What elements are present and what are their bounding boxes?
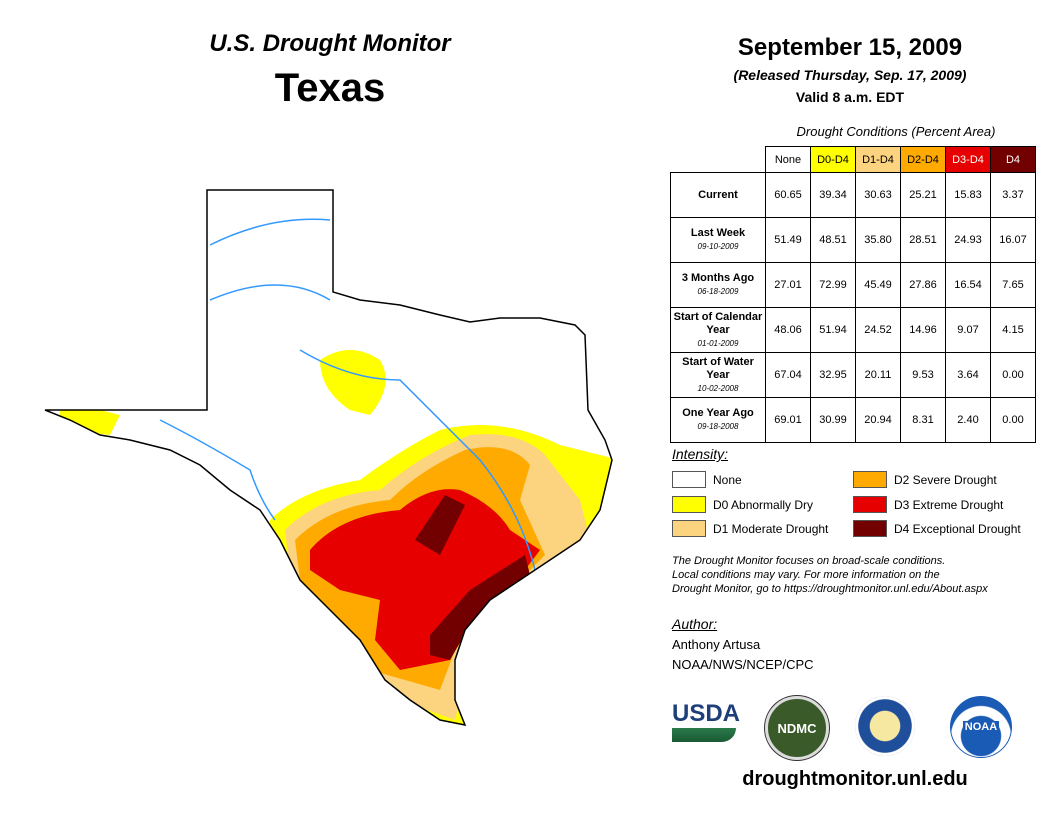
col-d2-d4: D2-D4 bbox=[900, 146, 946, 173]
table-cell: 30.99 bbox=[810, 397, 856, 443]
table-row: Current 60.65 39.34 30.63 25.21 15.83 3.37 bbox=[670, 172, 1036, 218]
table-row: One Year Ago 09-18-2008 69.01 30.99 20.94 8.3… bbox=[670, 397, 1036, 443]
footer-url[interactable]: droughtmonitor.unl.edu bbox=[742, 768, 968, 790]
legend-none: None bbox=[672, 471, 742, 488]
table-cell: 32.95 bbox=[810, 352, 856, 398]
table-cell: 48.06 bbox=[765, 307, 811, 353]
col-d3-d4: D3-D4 bbox=[945, 146, 991, 173]
table-cell: 25.21 bbox=[900, 172, 946, 218]
author-org: NOAA/NWS/NCEP/CPC bbox=[672, 657, 814, 672]
table-cell: 48.51 bbox=[810, 217, 856, 263]
table-cell: 7.65 bbox=[990, 262, 1036, 308]
table-cell: 27.01 bbox=[765, 262, 811, 308]
table-cell: 3.64 bbox=[945, 352, 991, 398]
table-cell: 51.49 bbox=[765, 217, 811, 263]
table-cell: 69.01 bbox=[765, 397, 811, 443]
legend-d0: D0 Abnormally Dry bbox=[672, 496, 813, 513]
legend-d2: D2 Severe Drought bbox=[853, 471, 997, 488]
col-none: None bbox=[765, 146, 811, 173]
map-date: September 15, 2009 bbox=[737, 34, 963, 61]
table-cell: 16.54 bbox=[945, 262, 991, 308]
legend-title: Intensity: bbox=[672, 446, 729, 462]
table-cell: 60.65 bbox=[765, 172, 811, 218]
table-cell: 9.07 bbox=[945, 307, 991, 353]
state-title: Texas bbox=[274, 66, 386, 110]
table-cell: 30.63 bbox=[855, 172, 901, 218]
row-label: Last Week 09-10-2009 bbox=[670, 217, 766, 263]
table-cell: 39.34 bbox=[810, 172, 856, 218]
table-cell: 67.04 bbox=[765, 352, 811, 398]
table-row: 3 Months Ago 06-18-2009 27.01 72.99 45.49 27.… bbox=[670, 262, 1036, 308]
table-cell: 14.96 bbox=[900, 307, 946, 353]
table-cell: 9.53 bbox=[900, 352, 946, 398]
legend-d3: D3 Extreme Drought bbox=[853, 496, 1003, 513]
valid-time: Valid 8 a.m. EDT bbox=[795, 89, 905, 105]
table-cell: 24.52 bbox=[855, 307, 901, 353]
d4-area bbox=[415, 495, 530, 660]
table-cell: 20.94 bbox=[855, 397, 901, 443]
table-cell: 2.40 bbox=[945, 397, 991, 443]
noaa-logo: NOAA bbox=[950, 696, 1012, 758]
table-cell: 24.93 bbox=[945, 217, 991, 263]
table-cell: 4.15 bbox=[990, 307, 1036, 353]
table-cell: 15.83 bbox=[945, 172, 991, 218]
usda-logo: USDA bbox=[672, 700, 740, 748]
col-d4: D4 bbox=[990, 146, 1036, 173]
table-cell: 8.31 bbox=[900, 397, 946, 443]
noaa-logo-text: NOAA bbox=[962, 721, 1000, 733]
author-title: Author: bbox=[672, 616, 718, 632]
table-cell: 0.00 bbox=[990, 397, 1036, 443]
table-cell: 28.51 bbox=[900, 217, 946, 263]
row-label: 3 Months Ago 06-18-2009 bbox=[670, 262, 766, 308]
col-d1-d4: D1-D4 bbox=[855, 146, 901, 173]
table-cell: 45.49 bbox=[855, 262, 901, 308]
drought-conditions-table: None D0-D4 D1-D4 D2-D4 D3-D4 D4 Current 6… bbox=[670, 146, 1036, 443]
row-label: One Year Ago 09-18-2008 bbox=[670, 397, 766, 443]
table-cell: 3.37 bbox=[990, 172, 1036, 218]
table-cell: 20.11 bbox=[855, 352, 901, 398]
table-caption: Drought Conditions (Percent Area) bbox=[796, 124, 996, 139]
table-cell: 35.80 bbox=[855, 217, 901, 263]
author-name: Anthony Artusa bbox=[672, 637, 761, 652]
disclaimer-note: The Drought Monitor focuses on broad-sca… bbox=[672, 555, 988, 595]
d3-area bbox=[310, 489, 540, 670]
table-cell: 16.07 bbox=[990, 217, 1036, 263]
table-cell: 51.94 bbox=[810, 307, 856, 353]
table-row: Start of Water Year 10-02-2008 67.04 32.95 2… bbox=[670, 352, 1036, 398]
col-d0-d4: D0-D4 bbox=[810, 146, 856, 173]
release-date: (Released Thursday, Sep. 17, 2009) bbox=[733, 67, 967, 83]
table-cell: 0.00 bbox=[990, 352, 1036, 398]
table-cell: 27.86 bbox=[900, 262, 946, 308]
product-title: U.S. Drought Monitor bbox=[209, 30, 451, 57]
row-label: Start of Calendar Year 01-01-2009 bbox=[670, 307, 766, 353]
row-label: Current bbox=[670, 172, 766, 218]
legend-d1: D1 Moderate Drought bbox=[672, 520, 828, 537]
ndmc-logo: NDMC bbox=[765, 696, 829, 760]
table-row: Last Week 09-10-2009 51.49 48.51 35.80 28.51 2… bbox=[670, 217, 1036, 263]
d0-area-central bbox=[320, 350, 386, 415]
row-label: Start of Water Year 10-02-2008 bbox=[670, 352, 766, 398]
rivers bbox=[159, 218, 536, 571]
table-cell: 72.99 bbox=[810, 262, 856, 308]
texas-map bbox=[44, 189, 613, 726]
table-row: Start of Calendar Year 01-01-2009 48.06 51.… bbox=[670, 307, 1036, 353]
commerce-logo bbox=[855, 696, 915, 756]
legend-d4: D4 Exceptional Drought bbox=[853, 520, 1021, 537]
